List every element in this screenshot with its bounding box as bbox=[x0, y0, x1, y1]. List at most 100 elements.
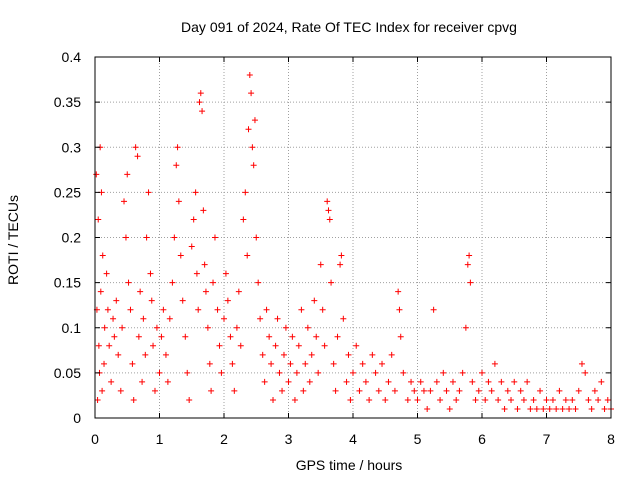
data-point bbox=[227, 333, 234, 340]
data-point bbox=[160, 306, 167, 313]
data-point bbox=[221, 315, 227, 322]
data-point bbox=[317, 261, 324, 268]
data-point bbox=[440, 369, 447, 376]
data-point bbox=[508, 396, 515, 403]
data-point bbox=[101, 360, 108, 367]
data-point bbox=[456, 387, 463, 394]
data-point bbox=[201, 261, 208, 268]
y-tick-label: 0.3 bbox=[62, 139, 82, 155]
data-point bbox=[113, 297, 120, 304]
data-point bbox=[233, 324, 240, 331]
data-point bbox=[495, 396, 502, 403]
data-point bbox=[130, 396, 137, 403]
data-point bbox=[164, 378, 171, 385]
data-point bbox=[530, 396, 537, 403]
data-point bbox=[391, 387, 398, 394]
data-point bbox=[556, 387, 563, 394]
data-point bbox=[382, 396, 389, 403]
data-point bbox=[604, 396, 611, 403]
data-point bbox=[153, 324, 160, 331]
y-tick-label: 0.35 bbox=[54, 94, 81, 110]
data-point bbox=[186, 396, 193, 403]
data-point bbox=[362, 378, 369, 385]
data-point bbox=[104, 306, 111, 313]
data-point bbox=[200, 207, 207, 214]
data-point bbox=[293, 369, 300, 376]
data-point bbox=[396, 306, 403, 313]
data-point bbox=[166, 315, 173, 322]
data-point bbox=[324, 198, 331, 205]
data-point bbox=[443, 387, 450, 394]
data-point bbox=[229, 360, 236, 367]
data-point bbox=[345, 351, 352, 358]
data-point bbox=[591, 387, 598, 394]
data-point bbox=[304, 324, 311, 331]
data-point bbox=[276, 369, 283, 376]
data-point bbox=[110, 315, 117, 322]
data-point bbox=[150, 342, 157, 349]
data-point bbox=[424, 405, 431, 412]
data-point bbox=[173, 162, 180, 169]
data-point bbox=[533, 405, 540, 412]
x-tick-label: 6 bbox=[478, 431, 486, 447]
data-point bbox=[137, 288, 144, 295]
data-point bbox=[326, 216, 333, 223]
data-point bbox=[280, 351, 287, 358]
data-point bbox=[469, 378, 476, 385]
data-point bbox=[464, 261, 471, 268]
x-tick-label: 0 bbox=[91, 431, 99, 447]
data-point bbox=[491, 360, 498, 367]
data-point bbox=[263, 306, 270, 313]
data-point bbox=[306, 378, 313, 385]
data-point bbox=[411, 387, 418, 394]
data-point bbox=[132, 144, 139, 151]
y-tick-label: 0.1 bbox=[62, 320, 82, 336]
data-point bbox=[446, 405, 453, 412]
data-point bbox=[453, 396, 460, 403]
data-point bbox=[224, 297, 231, 304]
data-point bbox=[197, 90, 204, 97]
y-tick-label: 0 bbox=[73, 410, 81, 426]
data-point bbox=[520, 396, 527, 403]
data-point bbox=[190, 216, 197, 223]
data-point bbox=[147, 270, 154, 277]
data-point bbox=[148, 297, 155, 304]
data-point bbox=[404, 396, 411, 403]
data-point bbox=[237, 342, 244, 349]
y-tick-labels: 0 0.05 0.1 0.15 0.2 0.25 0.3 0.35 0.4 bbox=[54, 49, 81, 426]
data-point bbox=[156, 369, 163, 376]
data-point bbox=[179, 297, 186, 304]
data-point bbox=[272, 342, 279, 349]
y-axis-title: ROTI / TECUs bbox=[5, 195, 21, 285]
x-tick-label: 7 bbox=[543, 431, 551, 447]
data-point bbox=[485, 378, 492, 385]
data-point bbox=[337, 261, 344, 268]
data-point bbox=[121, 198, 128, 205]
x-tick-label: 1 bbox=[156, 431, 164, 447]
x-axis-title: GPS time / hours bbox=[296, 457, 403, 473]
y-tick-label: 0.4 bbox=[62, 49, 82, 65]
x-tick-labels: 0 1 2 3 4 5 6 7 8 bbox=[91, 431, 615, 447]
data-point bbox=[101, 324, 108, 331]
data-point bbox=[261, 378, 268, 385]
data-point bbox=[369, 351, 376, 358]
data-point bbox=[93, 171, 100, 178]
data-point bbox=[151, 387, 158, 394]
data-point bbox=[350, 369, 356, 376]
data-point bbox=[569, 396, 576, 403]
x-tick-label: 8 bbox=[607, 431, 615, 447]
data-point bbox=[472, 396, 479, 403]
data-point bbox=[251, 117, 258, 124]
data-point bbox=[99, 387, 106, 394]
y-tick-label: 0.15 bbox=[54, 275, 81, 291]
data-point bbox=[408, 378, 415, 385]
data-point bbox=[328, 279, 335, 286]
data-point bbox=[395, 288, 402, 295]
data-point bbox=[582, 369, 589, 376]
data-point bbox=[140, 315, 147, 322]
data-point bbox=[204, 324, 211, 331]
data-point bbox=[559, 405, 566, 412]
data-point bbox=[95, 342, 102, 349]
data-point bbox=[208, 387, 215, 394]
